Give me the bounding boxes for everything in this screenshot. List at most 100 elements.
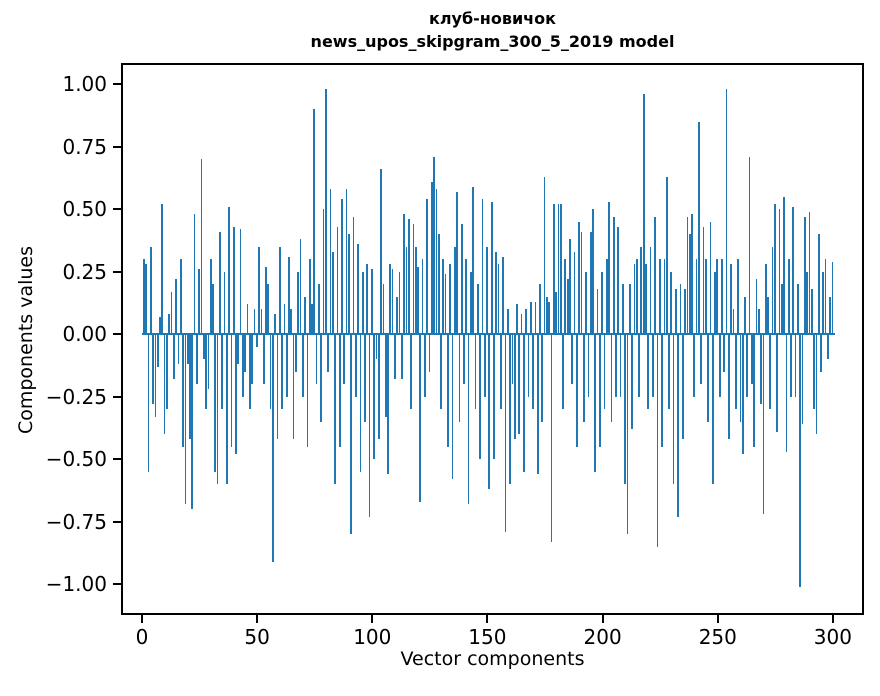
bar (428, 334, 431, 372)
bar (529, 301, 532, 334)
bar (787, 259, 790, 334)
x-tick-label: 200 (583, 625, 622, 649)
bar (161, 204, 164, 334)
bar (400, 334, 403, 379)
bar (509, 334, 511, 484)
bar (159, 316, 161, 334)
bar (251, 334, 253, 384)
bar (532, 334, 534, 409)
bar (377, 334, 380, 439)
bar (182, 334, 184, 447)
bar (384, 334, 387, 417)
bar (569, 239, 571, 334)
bar (619, 334, 622, 397)
bar (638, 334, 640, 397)
bar (640, 246, 643, 334)
bar (421, 259, 424, 334)
bar (806, 271, 809, 334)
bar (196, 334, 198, 384)
bar (728, 334, 730, 439)
bar (481, 199, 484, 334)
bar (557, 204, 560, 334)
bar (757, 309, 760, 334)
bar (675, 289, 677, 334)
bar (525, 309, 528, 334)
bar (656, 334, 659, 547)
bar (214, 334, 217, 472)
bar (776, 334, 779, 432)
bar (488, 334, 491, 489)
bar (585, 271, 587, 334)
bar (506, 309, 509, 334)
bar (668, 334, 670, 409)
bar (426, 199, 429, 334)
bar (449, 264, 452, 334)
bar (709, 221, 712, 334)
bar (741, 334, 744, 454)
bar (794, 334, 797, 397)
bar (285, 334, 288, 397)
bar (318, 284, 320, 334)
bar (430, 181, 433, 334)
bar (152, 334, 154, 404)
bar (474, 334, 477, 409)
chart-title: клуб-новичок news_upos_skipgram_300_5_20… (121, 8, 864, 53)
bar (511, 334, 514, 384)
y-axis-label: Components values (15, 245, 37, 435)
bar (760, 334, 762, 404)
bar (792, 206, 795, 334)
bar (504, 334, 507, 532)
bar (288, 256, 290, 334)
bar (615, 334, 617, 397)
y-tick-label: 0.00 (62, 322, 107, 346)
bar (822, 271, 825, 334)
bar (433, 156, 435, 334)
bar (704, 259, 707, 334)
bar (442, 259, 445, 334)
bar (331, 251, 334, 334)
bar (513, 334, 516, 439)
bar (479, 334, 481, 459)
bar (440, 334, 442, 409)
bar (698, 121, 700, 334)
bar (751, 334, 753, 384)
bar (649, 246, 652, 334)
bar (495, 251, 498, 334)
bar (396, 296, 399, 334)
x-tick-mark (601, 615, 604, 623)
bar (764, 264, 767, 334)
bar (253, 309, 256, 334)
bar (258, 246, 260, 334)
bar (168, 314, 171, 334)
bar (221, 334, 224, 409)
bar (209, 259, 212, 334)
y-tick-label: 0.25 (62, 259, 107, 284)
bar (350, 334, 353, 534)
y-tick-mark (113, 395, 121, 398)
bar (783, 196, 785, 334)
bar (665, 176, 668, 334)
bar (541, 334, 544, 422)
bar (472, 186, 475, 334)
bar (242, 334, 244, 397)
bar (366, 264, 369, 334)
bar (202, 334, 205, 359)
bar (564, 259, 567, 334)
bar (387, 334, 389, 474)
bar (354, 334, 357, 397)
bar (255, 334, 258, 347)
chart-title-line2: news_upos_skipgram_300_5_2019 model (310, 31, 675, 51)
bar (322, 209, 325, 334)
bar (817, 234, 820, 334)
bar (216, 334, 219, 484)
bar (516, 304, 518, 334)
bar (166, 334, 168, 409)
y-tick-mark (113, 520, 121, 523)
x-tick-label: 100 (353, 625, 392, 649)
y-tick-label: −0.25 (45, 384, 107, 409)
bar (652, 334, 654, 397)
bar (813, 334, 815, 409)
bar (205, 334, 207, 409)
bar (578, 221, 581, 334)
